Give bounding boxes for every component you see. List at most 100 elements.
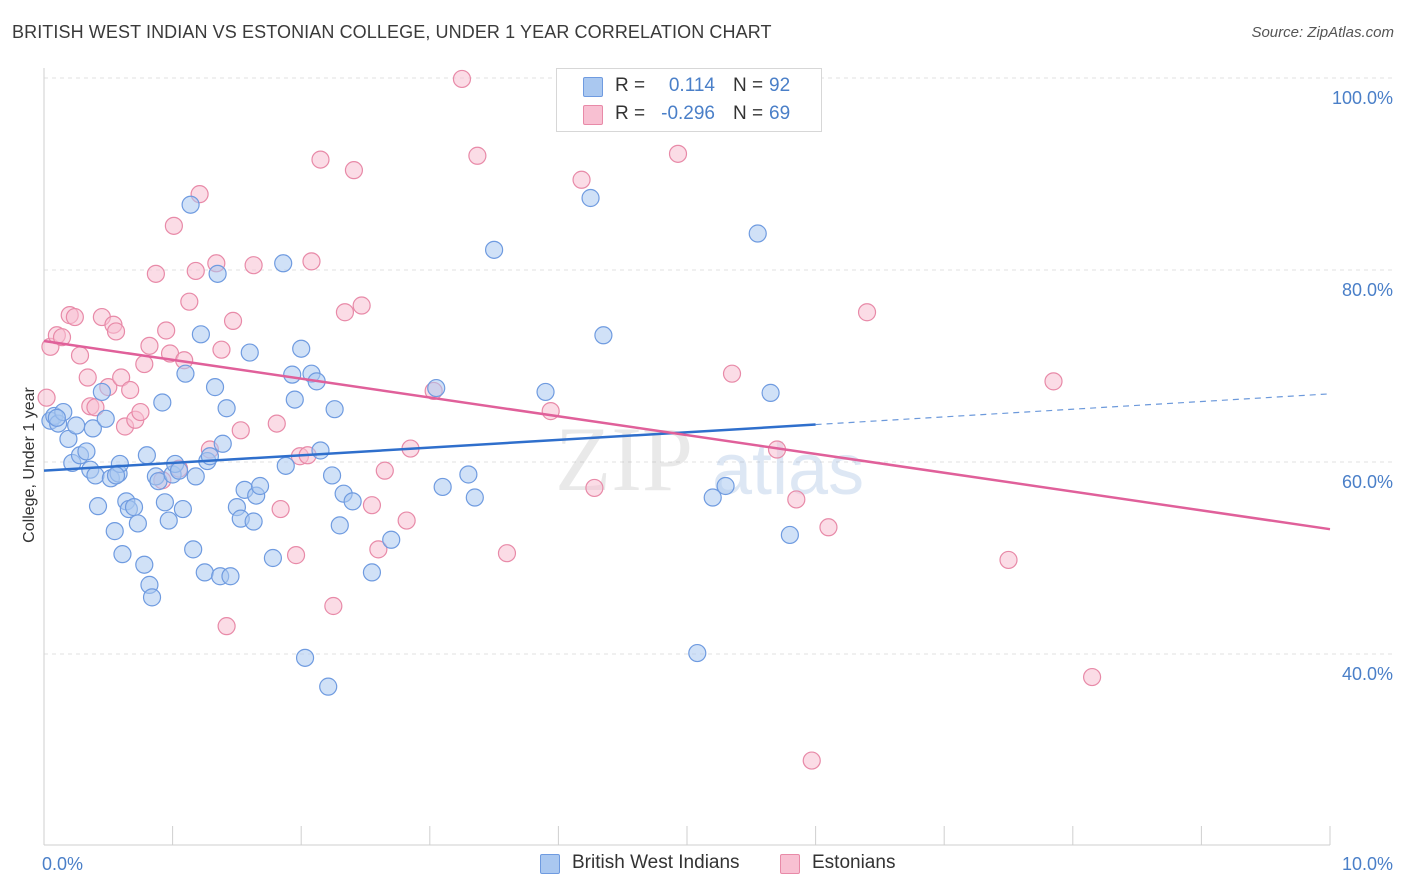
british-west-indians-point bbox=[155, 493, 174, 512]
british-west-indians-point bbox=[88, 497, 108, 516]
estonians-point bbox=[231, 421, 250, 440]
british-west-indians-point bbox=[295, 648, 315, 667]
estonians-point bbox=[186, 261, 205, 281]
estonians-point bbox=[180, 292, 199, 311]
british-west-indians-point bbox=[135, 555, 154, 574]
british-west-indians-point bbox=[181, 195, 200, 214]
estonians-point bbox=[217, 617, 236, 636]
y-axis-label: College, Under 1 year bbox=[21, 387, 38, 543]
legend: R = 0.114 N = 92 R = -0.296 N = 69 bbox=[556, 68, 822, 132]
british-west-indians-point bbox=[311, 441, 330, 460]
british-west-indians-point bbox=[274, 254, 293, 273]
british-west-indians-point bbox=[184, 540, 203, 559]
british-west-indians-point bbox=[92, 382, 111, 402]
british-west-indians-point bbox=[96, 409, 115, 428]
british-west-indians-point bbox=[285, 390, 304, 409]
legend-n-label: N = bbox=[733, 75, 764, 96]
estonians-point bbox=[857, 303, 877, 322]
british-west-indians-point bbox=[113, 545, 132, 564]
british-west-indians-point bbox=[59, 429, 78, 449]
british-west-indians-point bbox=[47, 408, 66, 427]
chart-title: BRITISH WEST INDIAN VS ESTONIAN COLLEGE,… bbox=[12, 22, 772, 42]
bottom-legend-swatch-pink bbox=[780, 854, 800, 874]
british-west-indians-point bbox=[128, 514, 147, 533]
british-west-indians-point bbox=[283, 365, 302, 384]
british-west-indians-point bbox=[319, 677, 338, 696]
estonians-point bbox=[164, 216, 183, 235]
estonians-point bbox=[146, 264, 165, 283]
british-west-indians-point bbox=[761, 383, 780, 402]
british-west-indians-point bbox=[459, 465, 478, 484]
estonians-point bbox=[572, 170, 591, 189]
british-west-indians-point bbox=[485, 240, 504, 259]
estonians-point bbox=[999, 550, 1018, 570]
british-west-indians-point bbox=[330, 516, 349, 535]
watermark-zip: ZIP bbox=[555, 408, 693, 510]
british-west-indians-point bbox=[536, 382, 555, 402]
estonians-point bbox=[223, 311, 243, 330]
series-british-west-indians-points bbox=[41, 188, 799, 696]
british-west-indians-point bbox=[208, 264, 227, 283]
british-west-indians-point bbox=[780, 525, 799, 545]
british-west-indians-point bbox=[250, 476, 270, 496]
legend-row-british-west-indians: R = 0.114 N = 92 bbox=[557, 73, 821, 99]
british-west-indians-point bbox=[77, 442, 96, 461]
source-label: Source: ZipAtlas.com bbox=[1251, 24, 1394, 41]
british-west-indians-point bbox=[465, 488, 484, 507]
bottom-legend-swatch-blue bbox=[540, 854, 560, 874]
british-west-indians-point bbox=[292, 339, 311, 358]
tick-labels: 40.0% 60.0% 80.0% 100.0% 0.0% 10.0% bbox=[42, 88, 1393, 874]
estonians-point bbox=[335, 303, 355, 322]
estonians-point bbox=[140, 336, 159, 355]
legend-n-value: 92 bbox=[769, 75, 791, 96]
british-west-indians-point bbox=[703, 488, 722, 507]
british-west-indians-point bbox=[276, 456, 295, 475]
axes bbox=[43, 68, 1331, 846]
estonians-point bbox=[1082, 667, 1102, 687]
estonians-point bbox=[86, 398, 105, 417]
british-west-indians-point bbox=[153, 393, 172, 412]
estonians-point bbox=[212, 340, 231, 359]
estonians-point bbox=[802, 751, 821, 770]
y-tick-label: 80.0% bbox=[1342, 280, 1393, 300]
estonians-point bbox=[311, 150, 330, 169]
estonians-point bbox=[106, 322, 126, 341]
british-west-indians-point bbox=[124, 498, 144, 517]
estonians-point bbox=[344, 161, 364, 180]
british-west-indians-point bbox=[343, 492, 362, 511]
british-west-indians-point bbox=[240, 343, 259, 362]
bottom-legend-label: Estonians bbox=[812, 852, 896, 873]
estonians-point bbox=[369, 540, 388, 559]
british-west-indians-point bbox=[195, 563, 214, 582]
british-west-indians-point bbox=[221, 567, 240, 586]
estonians-point bbox=[819, 518, 838, 537]
british-west-indians-point bbox=[191, 325, 210, 344]
british-west-indians-point bbox=[213, 434, 232, 453]
british-west-indians-point bbox=[325, 400, 344, 419]
legend-row-estonians: R = -0.296 N = 69 bbox=[557, 101, 821, 127]
estonians-point bbox=[352, 296, 371, 315]
estonians-point bbox=[302, 252, 321, 271]
legend-swatch-pink bbox=[583, 105, 603, 125]
british-west-indians-point bbox=[173, 499, 192, 519]
british-west-indians-point bbox=[105, 522, 124, 541]
estonians-point bbox=[787, 490, 806, 509]
estonians-point bbox=[497, 544, 517, 563]
estonians-point bbox=[397, 511, 416, 530]
legend-r-label: R = bbox=[615, 103, 646, 124]
legend-r-value: 0.114 bbox=[668, 75, 715, 96]
estonians-point bbox=[267, 414, 286, 433]
british-west-indians-point bbox=[176, 364, 195, 383]
estonians-point bbox=[468, 146, 487, 165]
british-west-indians-point bbox=[83, 419, 102, 438]
british-west-indians-point bbox=[86, 466, 105, 485]
british-west-indians-point bbox=[67, 416, 86, 435]
estonians-point bbox=[271, 499, 290, 519]
british-west-indians-point bbox=[159, 511, 178, 530]
legend-n-label: N = bbox=[733, 103, 764, 124]
estonians-point bbox=[286, 546, 306, 565]
legend-r-value: -0.296 bbox=[661, 103, 715, 124]
estonians-point bbox=[668, 144, 688, 163]
british-west-indians-point bbox=[263, 548, 283, 568]
